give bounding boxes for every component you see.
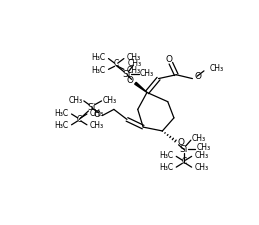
Text: H₃C: H₃C <box>54 109 68 118</box>
Text: CH₃: CH₃ <box>102 96 117 105</box>
Text: Si: Si <box>87 103 96 112</box>
Text: H₃C: H₃C <box>54 121 68 130</box>
Text: O: O <box>177 138 184 147</box>
Text: CH₃: CH₃ <box>139 69 153 78</box>
Polygon shape <box>135 82 147 92</box>
Text: O: O <box>195 72 202 81</box>
Text: CH₃: CH₃ <box>196 143 210 152</box>
Text: O: O <box>126 76 133 85</box>
Text: CH₃: CH₃ <box>68 96 82 105</box>
Text: CH₃: CH₃ <box>195 151 209 160</box>
Text: O: O <box>94 110 101 119</box>
Text: CH₃: CH₃ <box>90 121 104 130</box>
Text: Si: Si <box>180 145 188 154</box>
Text: CH₃: CH₃ <box>90 109 104 118</box>
Text: C: C <box>113 59 119 68</box>
Text: H₃C: H₃C <box>91 53 105 62</box>
Text: C: C <box>77 115 82 124</box>
Text: CH₃: CH₃ <box>127 66 141 75</box>
Text: H₃C: H₃C <box>91 66 105 75</box>
Text: C: C <box>181 157 186 166</box>
Text: H₃C: H₃C <box>159 151 173 160</box>
Text: CH₃: CH₃ <box>127 53 141 62</box>
Text: O: O <box>165 55 172 64</box>
Text: CH₃: CH₃ <box>195 163 209 172</box>
Text: CH₃: CH₃ <box>128 59 142 68</box>
Text: CH₃: CH₃ <box>210 64 224 73</box>
Text: Si: Si <box>123 70 131 79</box>
Text: CH₃: CH₃ <box>192 134 206 143</box>
Text: H₃C: H₃C <box>159 163 173 172</box>
